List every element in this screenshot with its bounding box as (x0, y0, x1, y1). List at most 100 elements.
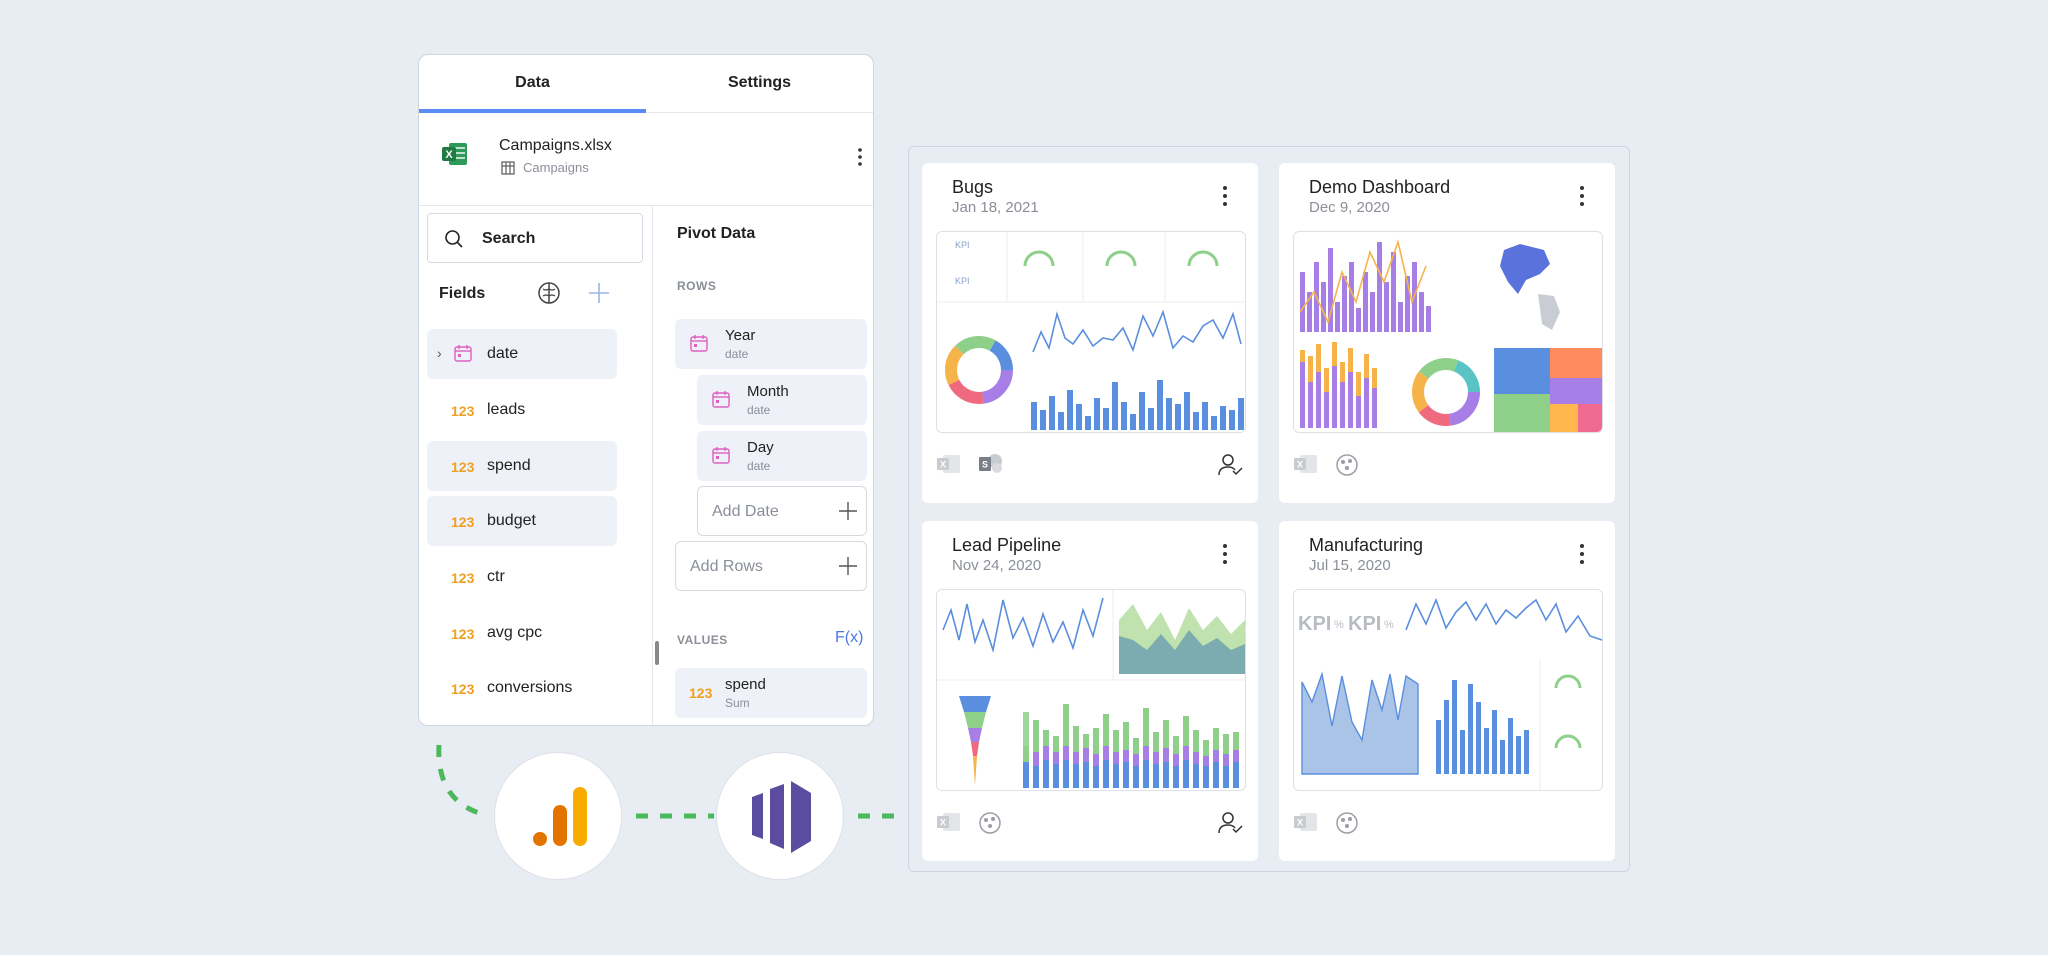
field-label: date (487, 345, 519, 362)
svg-text:X: X (940, 818, 946, 828)
field-label: budget (487, 512, 536, 529)
pivot-value-spend[interactable]: 123 spend Sum (675, 668, 867, 718)
scrollbar-handle[interactable] (655, 641, 659, 665)
file-row-divider (419, 205, 873, 206)
pivot-row-month[interactable]: Month date (697, 375, 867, 425)
svg-text:X: X (940, 460, 946, 470)
kpi-text: KPI (955, 276, 970, 286)
field-label: spend (487, 457, 531, 474)
field-item-spend[interactable]: 123 spend (427, 441, 617, 491)
calendar-icon (690, 335, 708, 352)
google-analytics-logo (494, 752, 622, 880)
field-label: conversions (487, 679, 573, 696)
dashboard-footer: X (922, 811, 1258, 841)
calendar-icon (712, 391, 730, 408)
sharepoint-source-icon: S (979, 454, 1002, 473)
dashboard-card-demo[interactable]: Demo Dashboard Dec 9, 2020 (1279, 163, 1615, 503)
svg-text:X: X (1297, 818, 1303, 828)
add-rows-button[interactable]: Add Rows (675, 541, 867, 591)
number-type-badge: 123 (451, 514, 475, 530)
analytics-icon (533, 787, 587, 846)
dashboard-thumbnail (1293, 231, 1603, 433)
more-vertical-icon[interactable] (1579, 543, 1585, 565)
dashboard-footer: X (1279, 811, 1615, 841)
pivot-row-year[interactable]: Year date (675, 319, 867, 369)
search-icon (445, 230, 463, 248)
field-item-conversions[interactable]: 123 conversions (427, 663, 617, 713)
number-type-badge: 123 (451, 570, 475, 586)
add-field-icon[interactable] (587, 281, 611, 305)
kpi-text: KPI (1348, 613, 1381, 635)
chevron-right-icon[interactable]: › (437, 345, 442, 361)
dashboard-footer: X S (922, 453, 1258, 483)
pivot-row-type: date (747, 459, 771, 473)
field-item-ctr[interactable]: 123 ctr (427, 552, 617, 602)
dashboard-thumbnail: KPI KPI (936, 231, 1246, 433)
add-rows-label: Add Rows (690, 558, 763, 575)
data-editor-panel: Data Settings X Campaigns.xlsx Campaigns (418, 54, 874, 726)
user-check-icon[interactable] (1218, 453, 1244, 477)
field-item-date[interactable]: › date (427, 329, 617, 379)
dashboard-date: Nov 24, 2020 (952, 557, 1042, 574)
user-check-icon[interactable] (1218, 811, 1244, 835)
kpi-percent: % (1384, 619, 1394, 631)
excel-source-icon: X (1294, 813, 1317, 831)
column-divider (652, 205, 653, 725)
pivot-row-name: Year (725, 327, 756, 344)
data-source-icon (979, 812, 1001, 834)
rows-section-label: ROWS (677, 279, 717, 293)
table-icon (501, 160, 515, 175)
dashboard-thumbnail (936, 589, 1246, 791)
dashboard-title: Demo Dashboard (1309, 177, 1451, 197)
field-label: ctr (487, 568, 505, 585)
pivot-title: Pivot Data (677, 225, 756, 242)
more-vertical-icon[interactable] (1222, 185, 1228, 207)
dashboard-date: Dec 9, 2020 (1309, 199, 1390, 216)
excel-file-icon: X (442, 143, 467, 165)
add-date-label: Add Date (712, 503, 779, 520)
dashboard-date: Jan 18, 2021 (952, 199, 1039, 216)
calendar-icon (454, 345, 472, 362)
more-vertical-icon[interactable] (1579, 185, 1585, 207)
field-item-leads[interactable]: 123 leads (427, 385, 617, 435)
dashboard-thumbnail: KPI % KPI % (1293, 589, 1603, 791)
number-type-badge: 123 (451, 626, 475, 642)
search-input[interactable]: Search (427, 213, 643, 263)
sheet-name: Campaigns (523, 160, 589, 175)
pivot-row-day[interactable]: Day date (697, 431, 867, 481)
dashboard-title: Manufacturing (1309, 535, 1424, 555)
kpi-text: KPI (1298, 613, 1331, 635)
tab-settings[interactable]: Settings (727, 74, 792, 91)
active-tab-indicator (419, 109, 646, 113)
field-label: leads (487, 401, 526, 418)
more-vertical-icon[interactable] (1222, 543, 1228, 565)
file-name: Campaigns.xlsx (499, 137, 612, 154)
more-vertical-icon[interactable] (857, 147, 863, 167)
dashboard-gallery: Bugs Jan 18, 2021 KPI KPI (908, 146, 1630, 872)
dashboard-card-lead-pipeline[interactable]: Lead Pipeline Nov 24, 2020 (922, 521, 1258, 861)
data-source-icon (1336, 812, 1358, 834)
pivot-value-aggregation: Sum (725, 696, 750, 710)
kpi-text: KPI (955, 240, 970, 250)
brain-icon[interactable] (537, 281, 561, 305)
pivot-row-name: Day (747, 439, 774, 456)
manufacturing-thumbnail-graphic: KPI % KPI % (1298, 597, 1602, 790)
marketo-icon (752, 781, 811, 853)
pivot-row-type: date (725, 347, 749, 361)
number-type-badge: 123 (689, 685, 713, 701)
plus-icon (839, 557, 857, 575)
add-date-button[interactable]: Add Date (697, 486, 867, 536)
sheet-row: Campaigns (501, 160, 589, 175)
dashboard-card-bugs[interactable]: Bugs Jan 18, 2021 KPI KPI (922, 163, 1258, 503)
excel-source-icon: X (937, 813, 960, 831)
dashboard-card-manufacturing[interactable]: Manufacturing Jul 15, 2020 KPI % KPI % (1279, 521, 1615, 861)
field-item-avg-cpc[interactable]: 123 avg cpc (427, 608, 617, 658)
formula-button[interactable]: F(x) (835, 629, 864, 646)
values-section-label: VALUES (677, 633, 728, 647)
number-type-badge: 123 (451, 681, 475, 697)
tab-data[interactable]: Data (515, 74, 550, 91)
field-item-budget[interactable]: 123 budget (427, 496, 617, 546)
svg-text:S: S (982, 460, 988, 470)
dashboard-title: Lead Pipeline (952, 535, 1062, 555)
excel-source-icon: X (937, 455, 960, 473)
